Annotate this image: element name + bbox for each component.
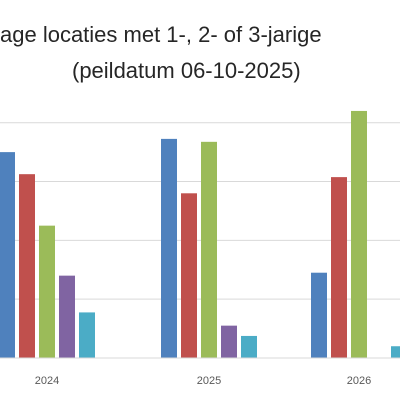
chart-title-line-2: (peildatum 06-10-2025) [72,58,301,83]
bar-2025-series-3 [201,141,217,358]
bar-2026-series-5 [391,346,400,358]
x-tick-label-2025: 2025 [197,375,221,387]
bar-2025-series-4 [221,325,237,358]
x-tick-labels: 2024 2025 2026 [35,375,371,387]
bar-2024-series-3 [39,225,55,358]
bar-2025-series-5 [241,335,257,358]
bar-2024-series-5 [79,312,95,358]
bar-2026-series-2 [331,177,347,358]
bar-2024-series-4 [59,275,75,358]
bar-2024-series-1 [0,152,15,358]
bar-2025-series-2 [181,193,197,358]
bar-2024-series-2 [19,174,35,358]
bars [0,110,400,358]
x-tick-label-2026: 2026 [347,375,371,387]
x-tick-label-2024: 2024 [35,375,59,387]
bar-2026-series-3 [351,110,367,358]
chart-title-line-1: age locaties met 1-, 2- of 3-jarige [0,22,322,47]
bar-2026-series-1 [311,272,327,358]
bar-2025-series-1 [161,138,177,358]
